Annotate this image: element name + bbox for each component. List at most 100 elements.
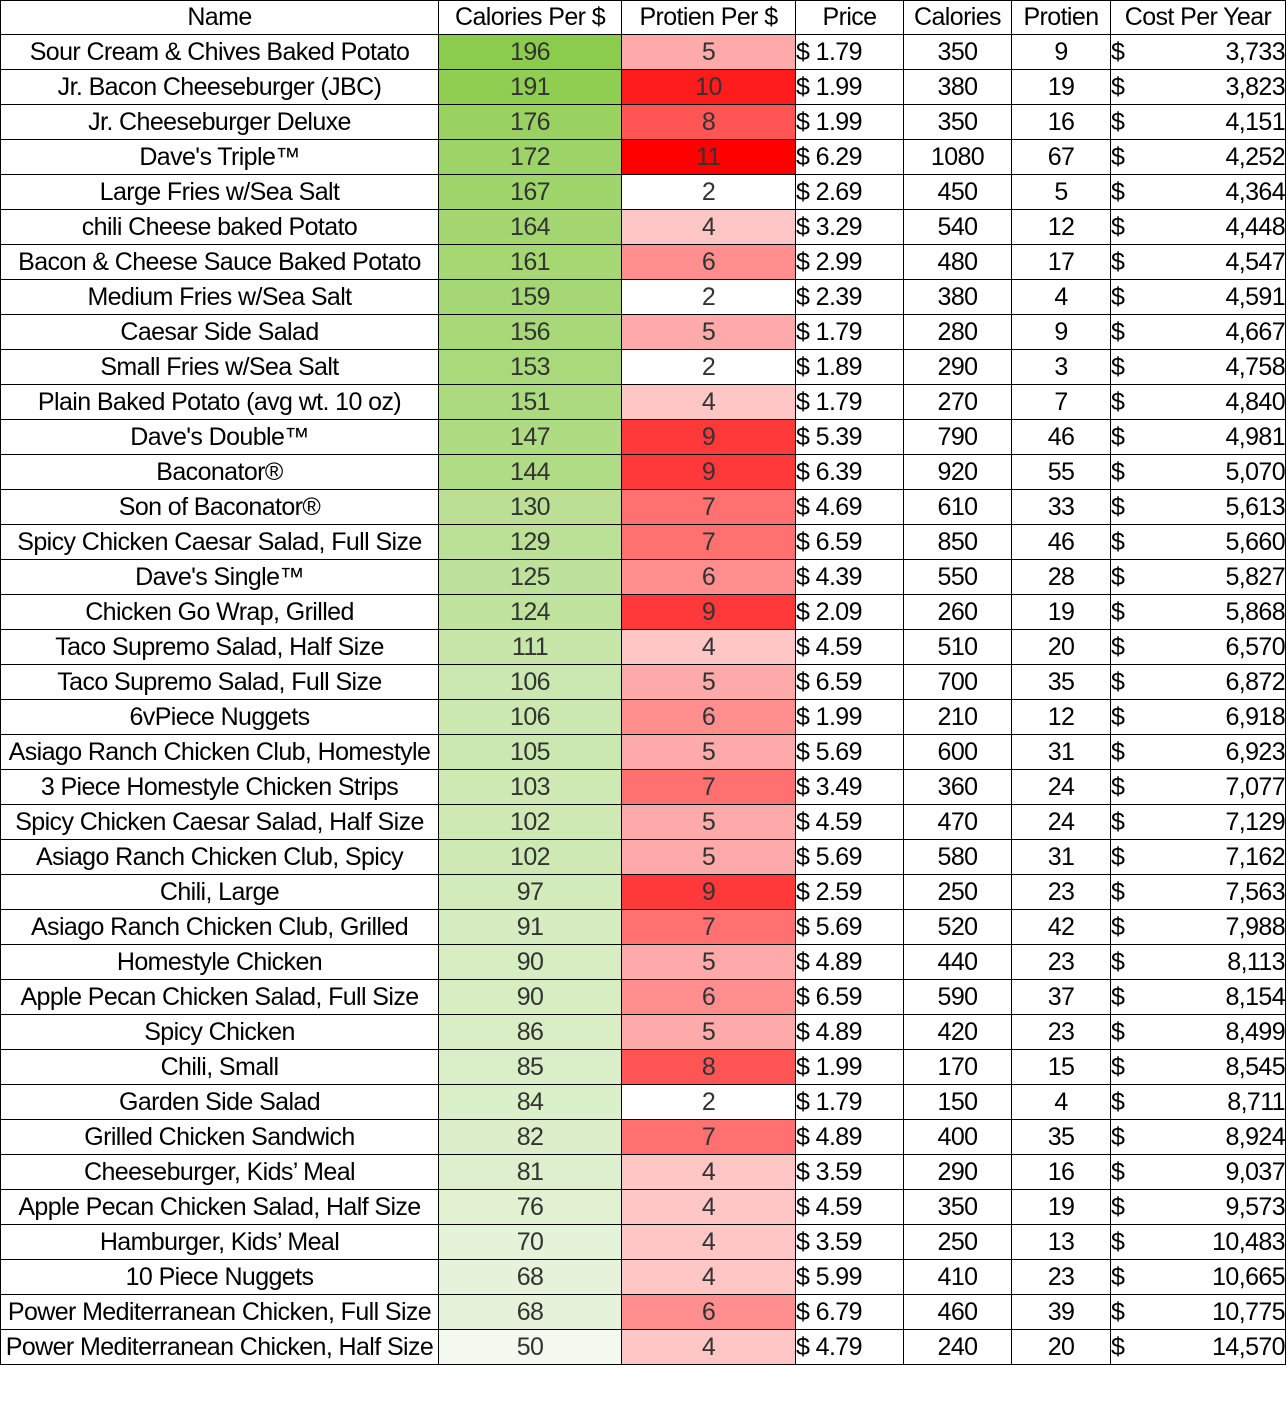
cell-cost-per-year[interactable]: $6,918 bbox=[1110, 699, 1286, 735]
cell-protein[interactable]: 20 bbox=[1011, 629, 1111, 665]
cell-protein[interactable]: 12 bbox=[1011, 209, 1111, 245]
cell-cost-per-year[interactable]: $8,113 bbox=[1110, 944, 1286, 980]
cell-cost-per-year[interactable]: $10,483 bbox=[1110, 1224, 1286, 1260]
cell-calories[interactable]: 270 bbox=[903, 384, 1012, 420]
cell-protein[interactable]: 16 bbox=[1011, 1154, 1111, 1190]
cell-calories-per-dollar[interactable]: 85 bbox=[438, 1049, 622, 1085]
cell-calories-per-dollar[interactable]: 172 bbox=[438, 139, 622, 175]
cell-calories[interactable]: 480 bbox=[903, 244, 1012, 280]
cell-name[interactable]: Apple Pecan Chicken Salad, Half Size bbox=[0, 1189, 439, 1225]
cell-cost-per-year[interactable]: $14,570 bbox=[1110, 1329, 1286, 1365]
cell-name[interactable]: Taco Supremo Salad, Full Size bbox=[0, 664, 439, 700]
cell-protein[interactable]: 15 bbox=[1011, 1049, 1111, 1085]
cell-calories-per-dollar[interactable]: 151 bbox=[438, 384, 622, 420]
cell-cost-per-year[interactable]: $4,840 bbox=[1110, 384, 1286, 420]
cell-calories[interactable]: 380 bbox=[903, 279, 1012, 315]
cell-protein-per-dollar[interactable]: 4 bbox=[621, 209, 796, 245]
cell-calories-per-dollar[interactable]: 129 bbox=[438, 524, 622, 560]
cell-protein[interactable]: 17 bbox=[1011, 244, 1111, 280]
cell-cost-per-year[interactable]: $8,154 bbox=[1110, 979, 1286, 1015]
cell-price[interactable]: $ 3.49 bbox=[795, 769, 904, 805]
cell-price[interactable]: $ 1.89 bbox=[795, 349, 904, 385]
cell-protein-per-dollar[interactable]: 7 bbox=[621, 489, 796, 525]
cell-protein[interactable]: 42 bbox=[1011, 909, 1111, 945]
cell-price[interactable]: $ 1.79 bbox=[795, 314, 904, 350]
cell-protein-per-dollar[interactable]: 9 bbox=[621, 874, 796, 910]
cell-protein-per-dollar[interactable]: 6 bbox=[621, 699, 796, 735]
cell-name[interactable]: Hamburger, Kids’ Meal bbox=[0, 1224, 439, 1260]
cell-calories-per-dollar[interactable]: 167 bbox=[438, 174, 622, 210]
cell-protein[interactable]: 55 bbox=[1011, 454, 1111, 490]
cell-price[interactable]: $ 5.69 bbox=[795, 839, 904, 875]
cell-protein[interactable]: 19 bbox=[1011, 594, 1111, 630]
cell-price[interactable]: $ 4.89 bbox=[795, 944, 904, 980]
cell-price[interactable]: $ 6.59 bbox=[795, 979, 904, 1015]
cell-protein-per-dollar[interactable]: 6 bbox=[621, 979, 796, 1015]
cell-calories-per-dollar[interactable]: 153 bbox=[438, 349, 622, 385]
cell-cost-per-year[interactable]: $7,077 bbox=[1110, 769, 1286, 805]
cell-calories-per-dollar[interactable]: 81 bbox=[438, 1154, 622, 1190]
cell-price[interactable]: $ 5.99 bbox=[795, 1259, 904, 1295]
cell-name[interactable]: Power Mediterranean Chicken, Full Size bbox=[0, 1294, 439, 1330]
cell-protein-per-dollar[interactable]: 4 bbox=[621, 384, 796, 420]
cell-cost-per-year[interactable]: $4,151 bbox=[1110, 104, 1286, 140]
cell-name[interactable]: Dave's Double™ bbox=[0, 419, 439, 455]
cell-calories-per-dollar[interactable]: 97 bbox=[438, 874, 622, 910]
cell-price[interactable]: $ 4.89 bbox=[795, 1014, 904, 1050]
cell-protein[interactable]: 16 bbox=[1011, 104, 1111, 140]
cell-protein[interactable]: 9 bbox=[1011, 34, 1111, 70]
cell-calories-per-dollar[interactable]: 191 bbox=[438, 69, 622, 105]
cell-name[interactable]: Baconator® bbox=[0, 454, 439, 490]
cell-cost-per-year[interactable]: $6,872 bbox=[1110, 664, 1286, 700]
cell-price[interactable]: $ 6.59 bbox=[795, 524, 904, 560]
cell-cost-per-year[interactable]: $9,037 bbox=[1110, 1154, 1286, 1190]
cell-price[interactable]: $ 6.29 bbox=[795, 139, 904, 175]
cell-cost-per-year[interactable]: $7,129 bbox=[1110, 804, 1286, 840]
cell-name[interactable]: Small Fries w/Sea Salt bbox=[0, 349, 439, 385]
cell-calories[interactable]: 350 bbox=[903, 104, 1012, 140]
cell-name[interactable]: Jr. Cheeseburger Deluxe bbox=[0, 104, 439, 140]
cell-calories[interactable]: 550 bbox=[903, 559, 1012, 595]
cell-calories-per-dollar[interactable]: 102 bbox=[438, 804, 622, 840]
cell-protein-per-dollar[interactable]: 7 bbox=[621, 1119, 796, 1155]
cell-price[interactable]: $ 3.29 bbox=[795, 209, 904, 245]
cell-protein-per-dollar[interactable]: 10 bbox=[621, 69, 796, 105]
cell-protein-per-dollar[interactable]: 5 bbox=[621, 839, 796, 875]
cell-cost-per-year[interactable]: $7,988 bbox=[1110, 909, 1286, 945]
cell-calories[interactable]: 440 bbox=[903, 944, 1012, 980]
cell-calories-per-dollar[interactable]: 124 bbox=[438, 594, 622, 630]
cell-cost-per-year[interactable]: $8,545 bbox=[1110, 1049, 1286, 1085]
cell-protein[interactable]: 9 bbox=[1011, 314, 1111, 350]
cell-name[interactable]: Spicy Chicken bbox=[0, 1014, 439, 1050]
cell-protein-per-dollar[interactable]: 4 bbox=[621, 1259, 796, 1295]
cell-cost-per-year[interactable]: $8,711 bbox=[1110, 1084, 1286, 1120]
cell-price[interactable]: $ 4.59 bbox=[795, 1189, 904, 1225]
cell-protein-per-dollar[interactable]: 2 bbox=[621, 349, 796, 385]
cell-name[interactable]: Bacon & Cheese Sauce Baked Potato bbox=[0, 244, 439, 280]
cell-cost-per-year[interactable]: $4,591 bbox=[1110, 279, 1286, 315]
cell-name[interactable]: Homestyle Chicken bbox=[0, 944, 439, 980]
cell-price[interactable]: $ 1.79 bbox=[795, 34, 904, 70]
cell-name[interactable]: Cheeseburger, Kids’ Meal bbox=[0, 1154, 439, 1190]
header-protein-per-dollar[interactable]: Protien Per $ bbox=[621, 0, 796, 35]
cell-protein-per-dollar[interactable]: 6 bbox=[621, 244, 796, 280]
cell-price[interactable]: $ 5.69 bbox=[795, 734, 904, 770]
cell-calories[interactable]: 790 bbox=[903, 419, 1012, 455]
cell-price[interactable]: $ 2.09 bbox=[795, 594, 904, 630]
cell-name[interactable]: Medium Fries w/Sea Salt bbox=[0, 279, 439, 315]
cell-protein[interactable]: 28 bbox=[1011, 559, 1111, 595]
cell-calories[interactable]: 290 bbox=[903, 349, 1012, 385]
cell-cost-per-year[interactable]: $9,573 bbox=[1110, 1189, 1286, 1225]
cell-price[interactable]: $ 5.69 bbox=[795, 909, 904, 945]
cell-protein[interactable]: 35 bbox=[1011, 664, 1111, 700]
cell-protein[interactable]: 4 bbox=[1011, 279, 1111, 315]
cell-calories-per-dollar[interactable]: 90 bbox=[438, 979, 622, 1015]
cell-cost-per-year[interactable]: $4,758 bbox=[1110, 349, 1286, 385]
cell-protein-per-dollar[interactable]: 5 bbox=[621, 34, 796, 70]
cell-protein-per-dollar[interactable]: 7 bbox=[621, 909, 796, 945]
cell-calories-per-dollar[interactable]: 102 bbox=[438, 839, 622, 875]
cell-protein-per-dollar[interactable]: 5 bbox=[621, 734, 796, 770]
header-protein[interactable]: Protien bbox=[1011, 0, 1111, 35]
cell-cost-per-year[interactable]: $5,070 bbox=[1110, 454, 1286, 490]
cell-calories-per-dollar[interactable]: 144 bbox=[438, 454, 622, 490]
